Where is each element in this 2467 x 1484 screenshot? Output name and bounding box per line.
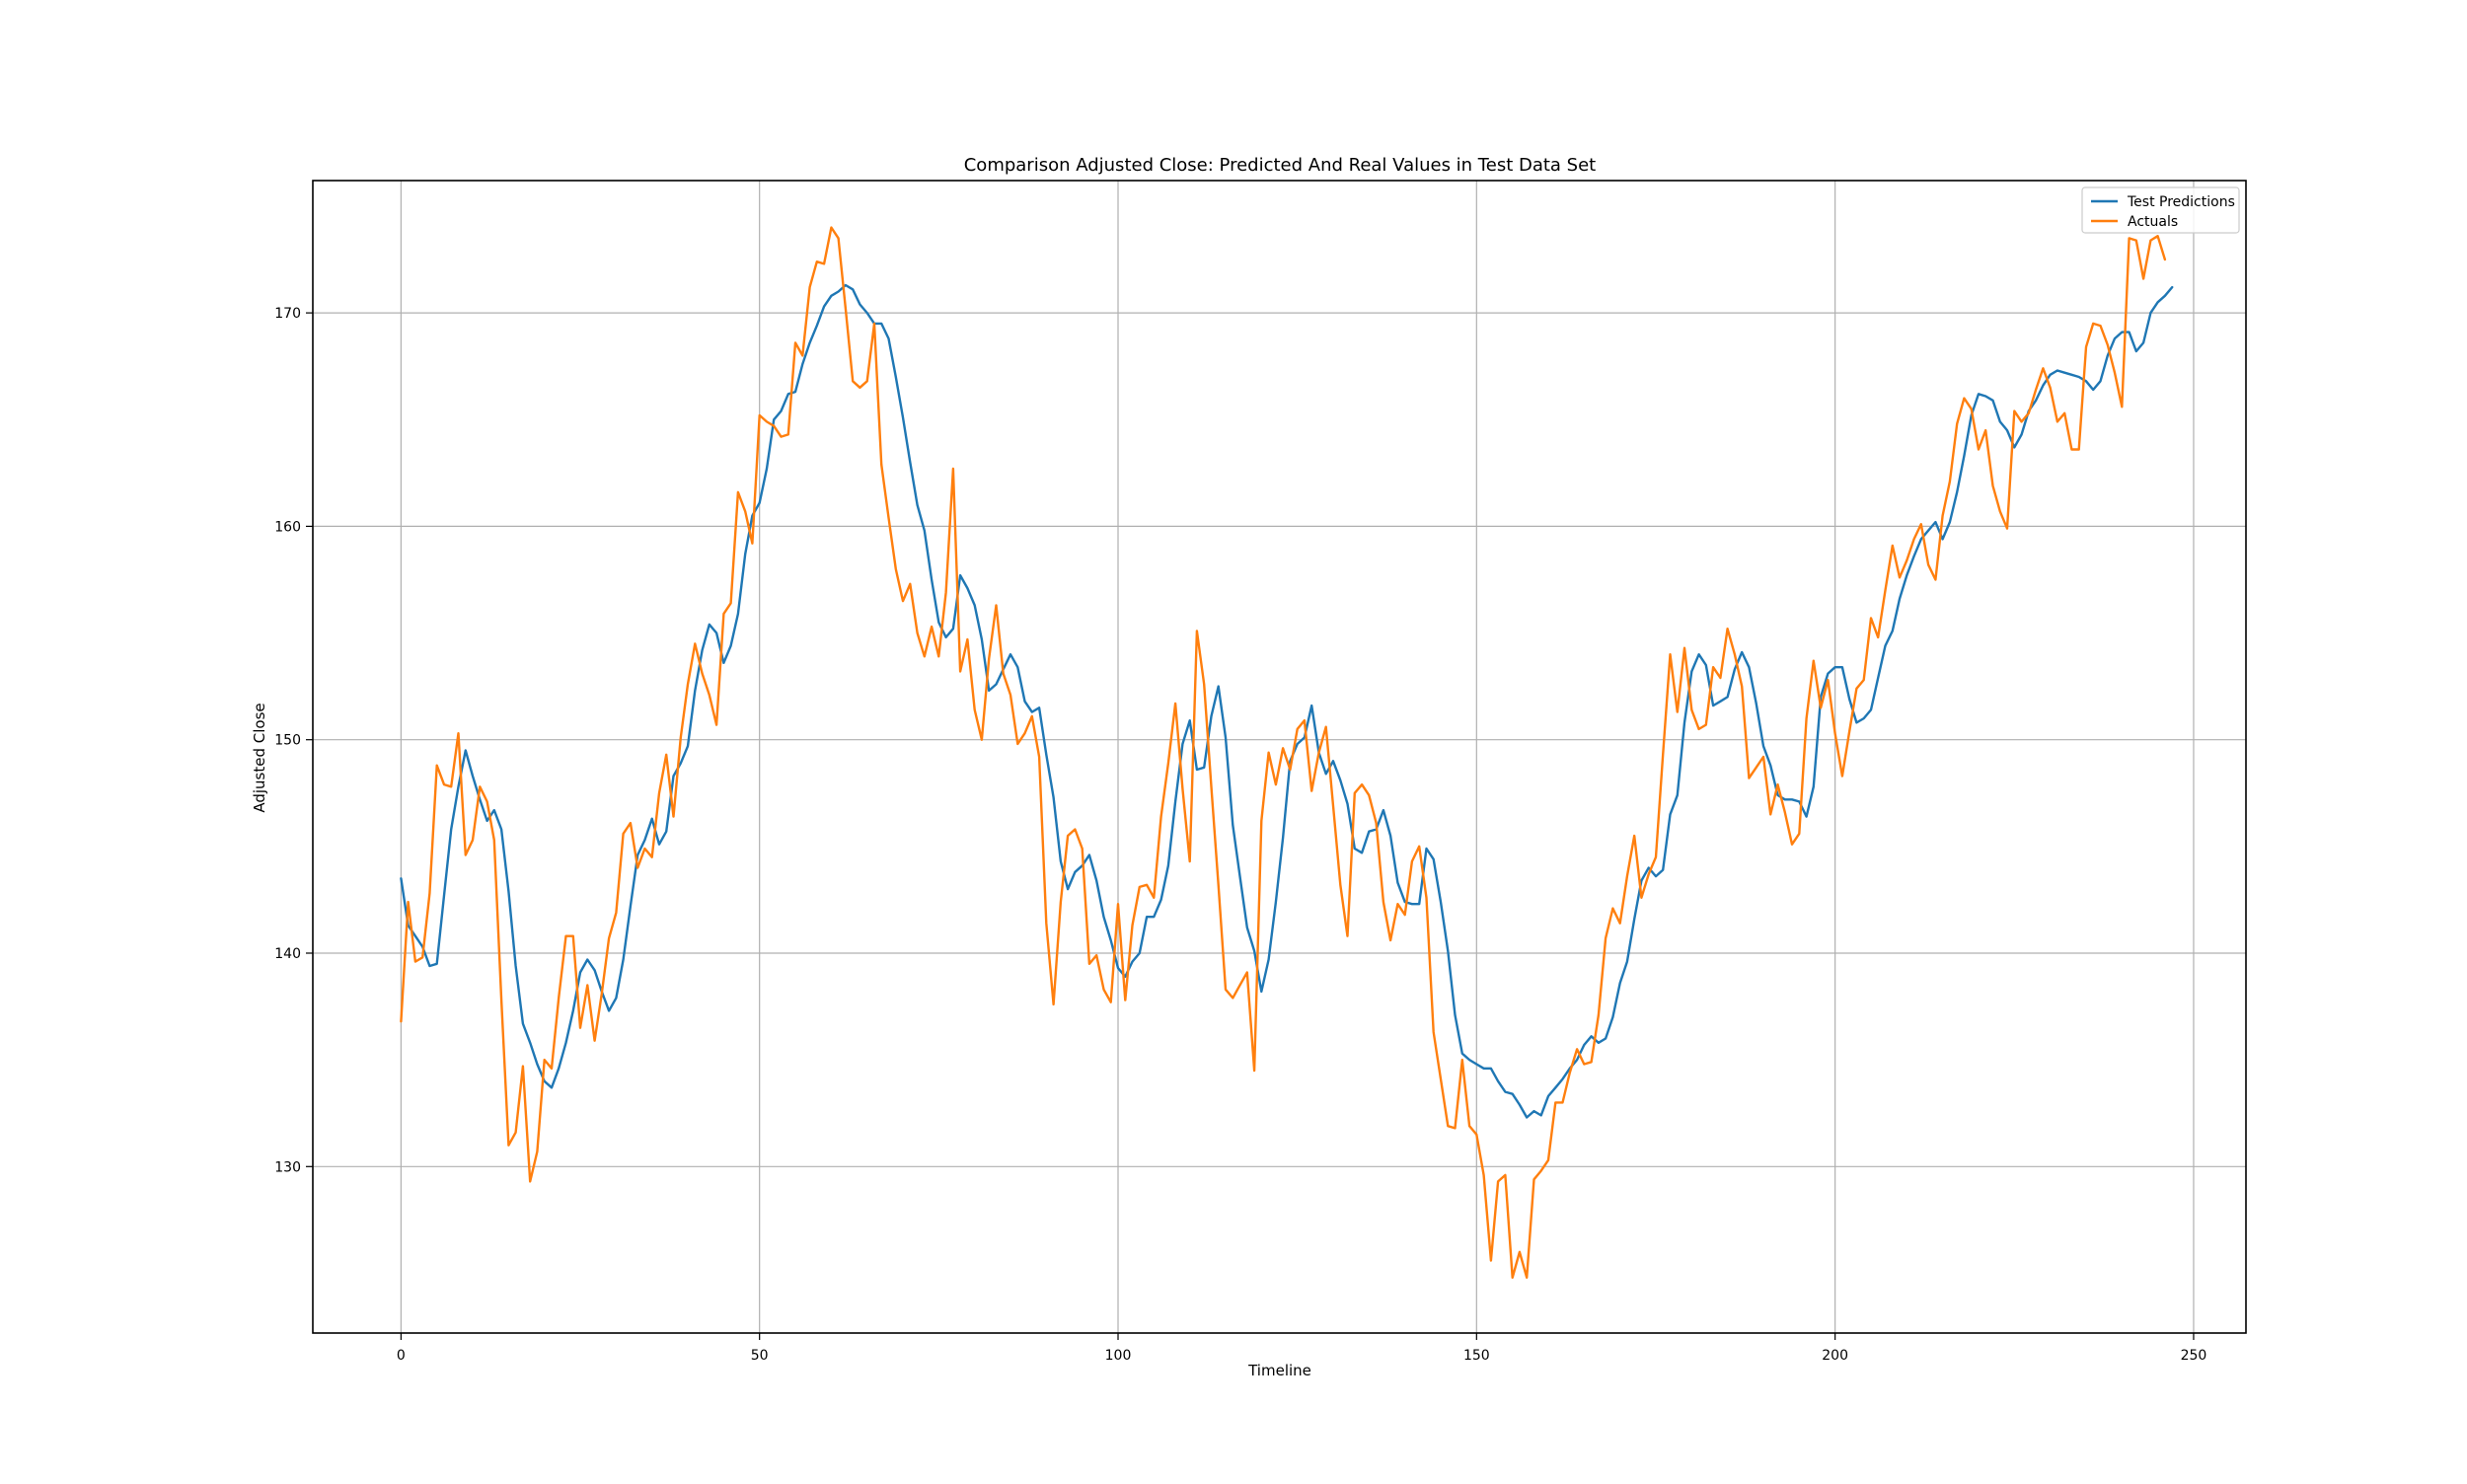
x-tick-label: 200 <box>1822 1348 1848 1364</box>
series-line-1 <box>400 226 2167 1280</box>
x-tick-label: 0 <box>397 1348 406 1364</box>
x-axis-label: Timeline <box>1247 1362 1311 1379</box>
y-axis-label: Adjusted Close <box>251 703 268 812</box>
series-layer <box>400 226 2174 1280</box>
legend-label: Actuals <box>2128 214 2178 230</box>
x-tick-label: 250 <box>2181 1348 2207 1364</box>
y-tick-label: 160 <box>274 519 301 535</box>
series-line-0 <box>400 283 2174 1119</box>
y-tick-label: 130 <box>274 1159 301 1175</box>
y-tick-label: 150 <box>274 733 301 749</box>
x-tick-label: 150 <box>1463 1348 1490 1364</box>
grid <box>313 181 2246 1333</box>
legend: Test Predictions Actuals <box>2081 186 2240 234</box>
plot-frame <box>312 180 2247 1334</box>
axis-ticks: 0 50 100 150 200 250 130 140 150 160 170 <box>274 306 2206 1364</box>
x-tick-label: 100 <box>1105 1348 1132 1364</box>
legend-box <box>2081 186 2240 234</box>
chart-title: Comparison Adjusted Close: Predicted And… <box>964 155 1597 176</box>
y-tick-label: 140 <box>274 946 301 962</box>
x-tick-label: 50 <box>751 1348 769 1364</box>
legend-label: Test Predictions <box>2127 194 2235 210</box>
y-tick-label: 170 <box>274 306 301 322</box>
